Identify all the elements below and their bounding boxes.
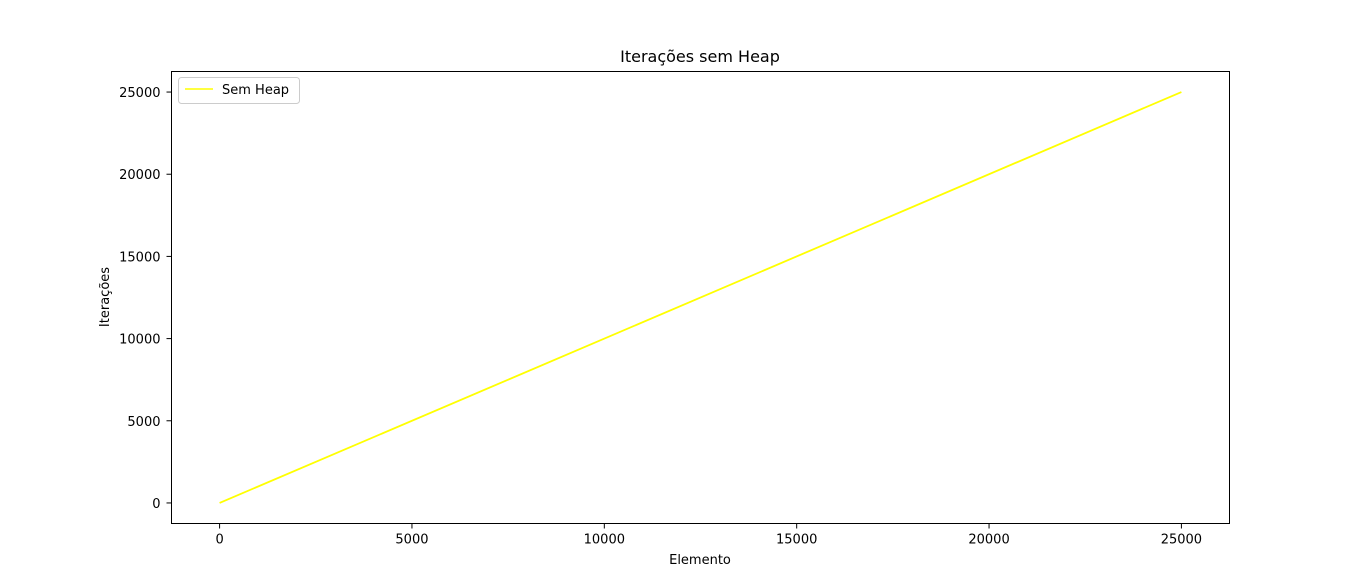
x-tick-label: 10000 xyxy=(584,533,625,548)
x-tick-label: 0 xyxy=(215,533,223,548)
y-tick-label: 0 xyxy=(152,497,160,512)
legend-label: Sem Heap xyxy=(222,83,289,98)
x-tick-label: 20000 xyxy=(968,533,1009,548)
legend: Sem Heap xyxy=(178,77,300,104)
y-tick-label: 25000 xyxy=(119,86,160,101)
x-tick-label: 5000 xyxy=(395,533,428,548)
x-axis-label: Elemento xyxy=(669,553,731,568)
y-tick-label: 5000 xyxy=(127,415,160,430)
series-layer xyxy=(219,91,1182,504)
x-axis-ticks: 0 5000 10000 15000 20000 25000 xyxy=(215,523,1202,548)
plot-frame xyxy=(171,71,1230,524)
y-tick-label: 15000 xyxy=(119,250,160,265)
y-tick-label: 20000 xyxy=(119,168,160,183)
y-tick-label: 10000 xyxy=(119,333,160,348)
x-tick-label: 25000 xyxy=(1161,533,1202,548)
chart-title: Iterações sem Heap xyxy=(620,47,780,66)
legend-box xyxy=(178,77,300,104)
x-tick-label: 15000 xyxy=(776,533,817,548)
y-axis-label: Iterações xyxy=(98,267,113,327)
series-line xyxy=(219,91,1182,504)
y-axis-ticks: 0 5000 10000 15000 20000 25000 xyxy=(119,86,172,512)
